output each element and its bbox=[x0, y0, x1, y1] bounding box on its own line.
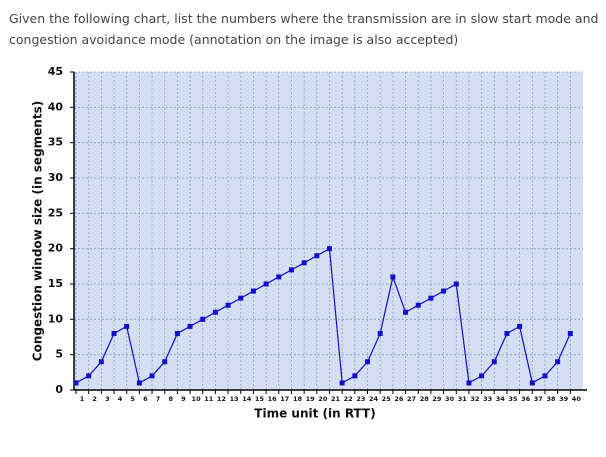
x-tick-label: 35 bbox=[508, 395, 518, 403]
x-tick-label: 26 bbox=[394, 395, 404, 403]
data-point bbox=[187, 323, 193, 329]
x-tick-label: 4 bbox=[118, 395, 123, 403]
x-tick-label: 17 bbox=[280, 395, 289, 403]
x-tick-label: 29 bbox=[432, 395, 442, 403]
question-line: Given the following chart, list the numb… bbox=[9, 11, 599, 26]
x-tick-label: 11 bbox=[204, 395, 214, 403]
y-tick-label: 30 bbox=[48, 171, 64, 184]
x-tick-label: 23 bbox=[356, 395, 365, 403]
y-tick-label: 5 bbox=[55, 348, 63, 361]
data-point bbox=[136, 380, 142, 386]
x-tick-label: 30 bbox=[445, 395, 455, 403]
x-tick-label: 8 bbox=[168, 395, 173, 403]
data-point bbox=[377, 330, 383, 336]
data-point bbox=[390, 274, 396, 280]
x-tick-label: 27 bbox=[407, 395, 416, 403]
data-point bbox=[73, 380, 79, 386]
x-tick-label: 13 bbox=[230, 395, 239, 403]
x-tick-label: 5 bbox=[130, 395, 135, 403]
data-point bbox=[352, 373, 358, 379]
x-tick-label: 33 bbox=[483, 395, 492, 403]
data-point bbox=[428, 295, 434, 301]
x-tick-label: 6 bbox=[143, 395, 148, 403]
y-tick-label: 15 bbox=[48, 277, 63, 290]
data-point bbox=[453, 281, 459, 287]
data-point bbox=[542, 373, 548, 379]
question-line: congestion avoidance mode (annotation on… bbox=[9, 32, 459, 47]
data-point bbox=[365, 359, 371, 365]
question: Given the following chart, list the numb… bbox=[9, 8, 598, 50]
data-point bbox=[403, 309, 409, 315]
data-point bbox=[415, 302, 421, 308]
y-tick-label: 45 bbox=[48, 65, 63, 78]
x-tick-label: 3 bbox=[105, 395, 110, 403]
data-point bbox=[491, 359, 497, 365]
data-point bbox=[301, 260, 307, 266]
x-tick-label: 34 bbox=[496, 395, 506, 403]
data-point bbox=[200, 316, 206, 322]
y-tick-label: 40 bbox=[48, 100, 64, 113]
x-tick-label: 39 bbox=[559, 395, 569, 403]
x-tick-label: 12 bbox=[217, 395, 226, 403]
data-point bbox=[466, 380, 472, 386]
data-point bbox=[339, 380, 345, 386]
y-tick-label: 25 bbox=[48, 206, 63, 219]
data-point bbox=[174, 330, 180, 336]
x-tick-label: 18 bbox=[293, 395, 303, 403]
data-point bbox=[327, 246, 332, 252]
x-tick-label: 36 bbox=[521, 395, 531, 403]
data-point bbox=[517, 323, 523, 329]
x-tick-label: 32 bbox=[470, 395, 479, 403]
x-tick-label: 21 bbox=[331, 395, 341, 403]
x-tick-label: 40 bbox=[572, 395, 582, 403]
data-point bbox=[238, 295, 244, 301]
data-point bbox=[111, 330, 117, 336]
data-point bbox=[162, 359, 168, 365]
data-point bbox=[225, 302, 231, 308]
x-axis-label: Time unit (in RTT) bbox=[254, 407, 375, 421]
x-tick-label: 16 bbox=[268, 395, 278, 403]
data-point bbox=[288, 267, 294, 273]
x-tick-label: 2 bbox=[92, 395, 97, 403]
x-tick-label: 24 bbox=[369, 395, 379, 403]
data-point bbox=[149, 373, 155, 379]
x-tick-label: 19 bbox=[306, 395, 316, 403]
data-point bbox=[555, 359, 561, 365]
data-point bbox=[212, 309, 218, 315]
x-tick-label: 25 bbox=[382, 395, 392, 403]
x-tick-label: 9 bbox=[181, 395, 186, 403]
x-tick-label: 37 bbox=[534, 395, 543, 403]
plot-area bbox=[74, 72, 583, 390]
y-tick-label: 20 bbox=[48, 242, 64, 255]
series-line bbox=[75, 247, 571, 384]
data-point bbox=[314, 253, 320, 259]
data-point bbox=[86, 373, 92, 379]
x-tick-label: 7 bbox=[156, 395, 161, 403]
y-axis-label: Congestion window size (in segments) bbox=[31, 101, 45, 361]
y-tick-label: 0 bbox=[55, 383, 63, 396]
x-tick-label: 22 bbox=[344, 395, 353, 403]
data-point bbox=[441, 288, 447, 294]
data-point bbox=[98, 359, 104, 365]
data-point bbox=[124, 323, 130, 329]
y-tick-label: 35 bbox=[48, 136, 63, 149]
x-tick-label: 38 bbox=[546, 395, 556, 403]
x-tick-label: 14 bbox=[242, 395, 252, 403]
y-tick-label: 10 bbox=[48, 312, 64, 325]
x-tick-label: 20 bbox=[318, 395, 328, 403]
x-tick-label: 28 bbox=[420, 395, 430, 403]
data-point bbox=[250, 288, 256, 294]
data-point bbox=[567, 330, 573, 336]
data-point bbox=[504, 330, 510, 336]
data-point bbox=[276, 274, 282, 280]
x-tick-label: 1 bbox=[80, 395, 85, 403]
data-point bbox=[479, 373, 485, 379]
x-tick-label: 15 bbox=[255, 395, 265, 403]
data-point bbox=[529, 380, 535, 386]
x-tick-label: 31 bbox=[458, 395, 468, 403]
x-tick-label: 10 bbox=[192, 395, 202, 403]
data-point bbox=[263, 281, 269, 287]
